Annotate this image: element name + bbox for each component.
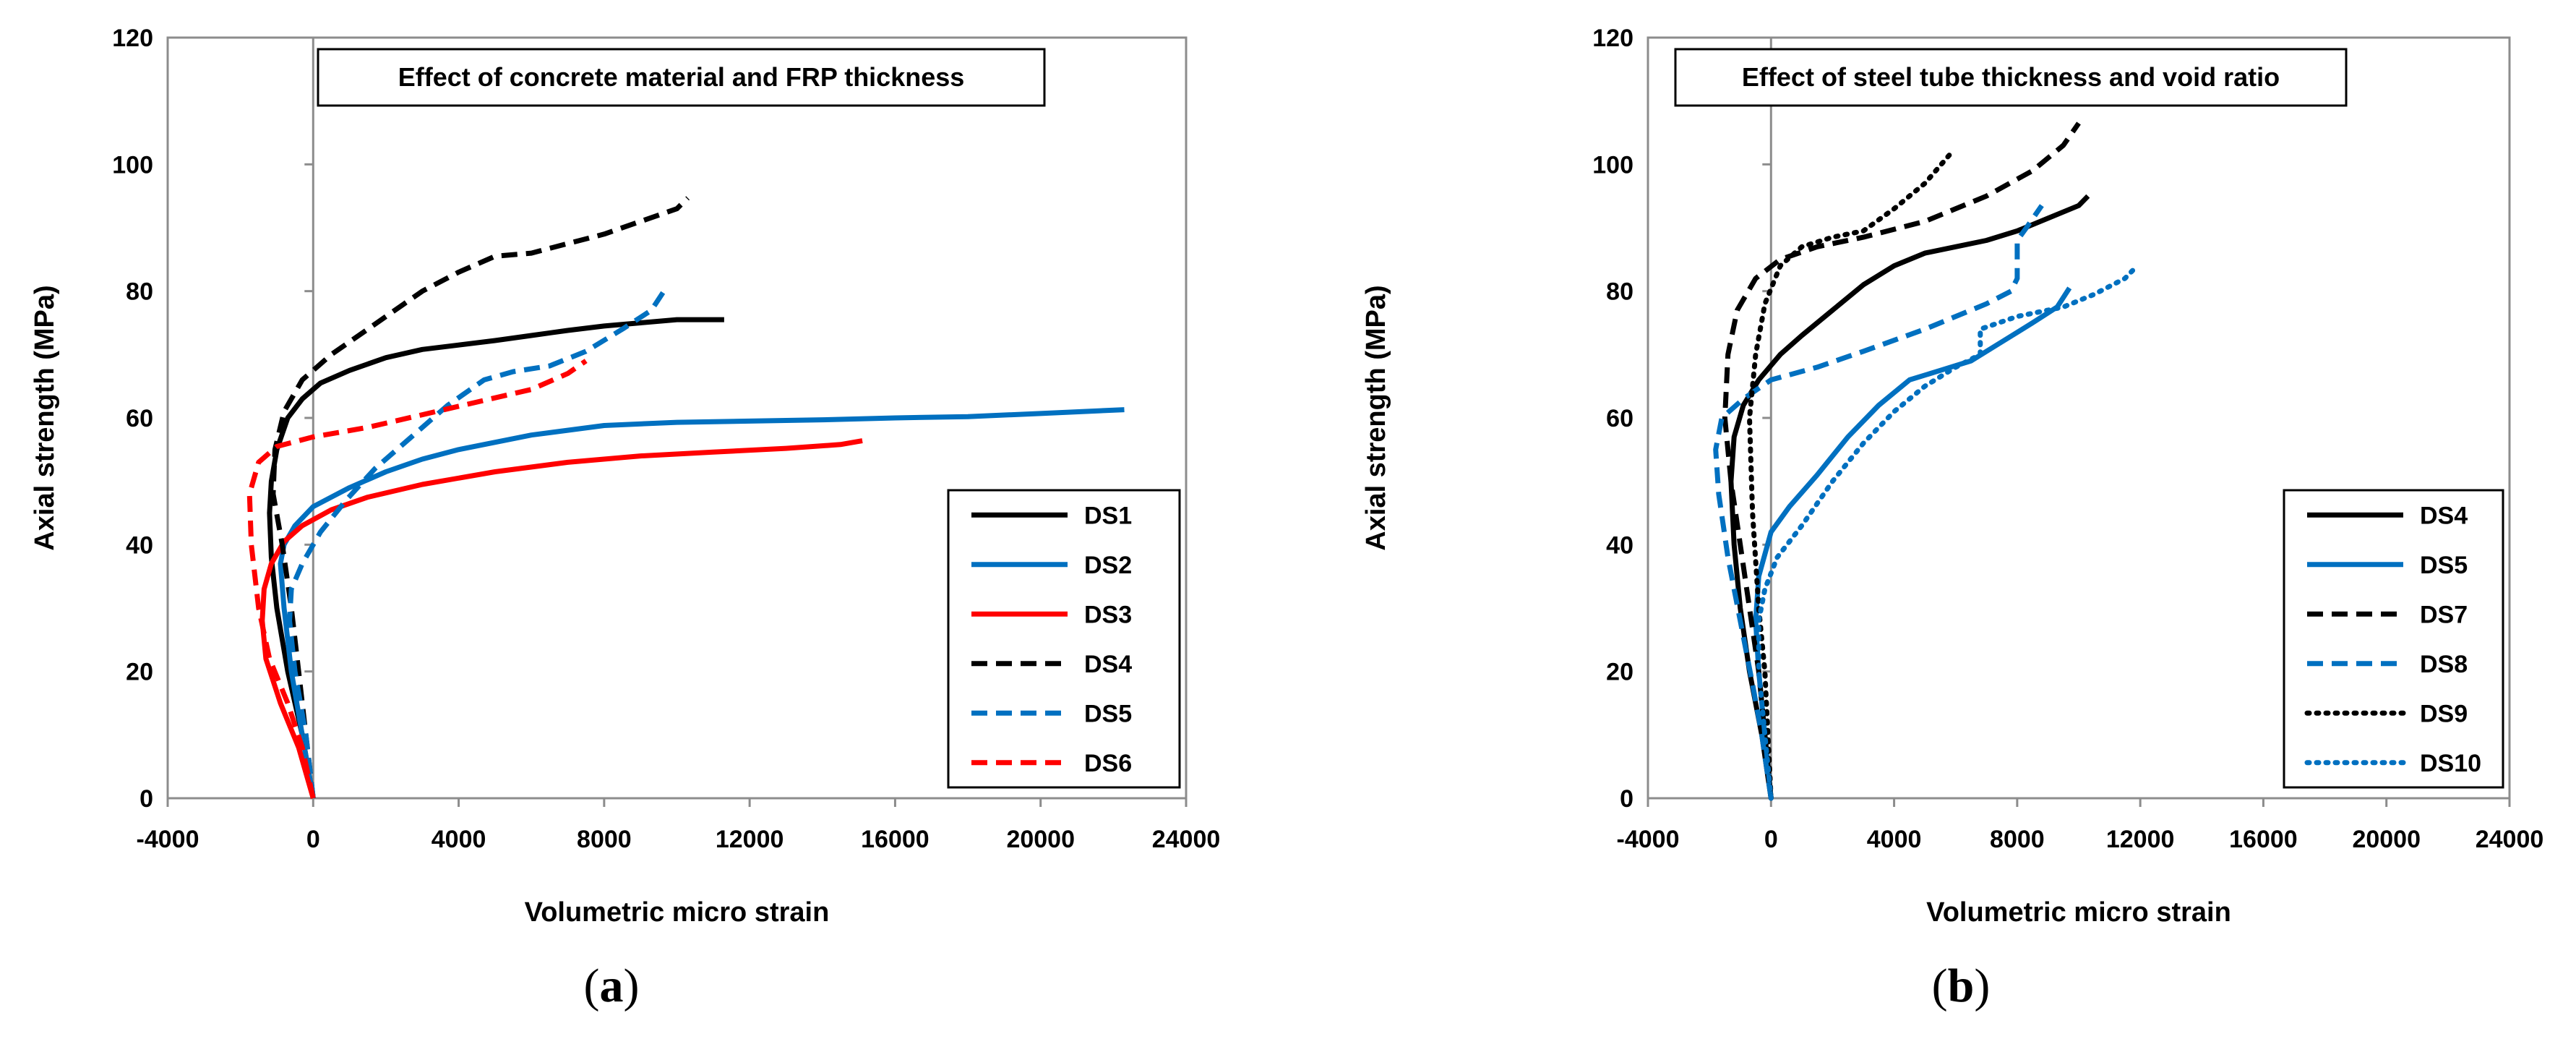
y-tick-label: 80 — [1606, 278, 1633, 306]
legend-label-ds3: DS3 — [1084, 601, 1132, 628]
x-tick-label: 0 — [1764, 826, 1778, 853]
legend-box — [947, 489, 1181, 789]
panel-label: (b) — [1932, 959, 1991, 1012]
legend-label-ds5: DS5 — [2420, 552, 2468, 579]
y-tick-label: 20 — [126, 659, 153, 686]
x-tick-label: 20000 — [1006, 826, 1075, 853]
chart-panel-a: 0 20 40 60 80 100 120 -4000 0 4000 8000 12000 16000 2… — [30, 25, 1220, 1012]
legend-label-ds2: DS2 — [1084, 552, 1132, 579]
legend-box — [2283, 489, 2504, 789]
x-tick-label: 24000 — [2476, 826, 2544, 853]
chart-title: Effect of steel tube thickness and void … — [1742, 62, 2280, 92]
legend-label-ds6: DS6 — [1084, 750, 1132, 777]
y-tick-label: 60 — [126, 405, 153, 432]
legend-label-ds5: DS5 — [1084, 700, 1132, 727]
x-tick-label: 0 — [306, 826, 320, 853]
legend-label-ds9: DS9 — [2420, 700, 2468, 727]
x-tick-label: 12000 — [716, 826, 784, 853]
series-line-ds3 — [259, 438, 863, 799]
x-tick-label: 4000 — [432, 826, 486, 853]
x-tick-label: 12000 — [2106, 826, 2175, 853]
legend-label-ds10: DS10 — [2420, 750, 2481, 777]
legend-label-ds4: DS4 — [1084, 651, 1132, 678]
plot-area-border — [166, 36, 1188, 800]
legend-label-ds4: DS4 — [2420, 502, 2468, 529]
x-tick-label: -4000 — [1617, 826, 1680, 853]
x-tick-label: 8000 — [1990, 826, 2045, 853]
series-line-ds9 — [1747, 152, 1952, 801]
series-line-ds5 — [287, 286, 669, 799]
y-tick-label: 120 — [1592, 25, 1633, 52]
series-line-ds6 — [246, 359, 588, 799]
legend-label-ds7: DS7 — [2420, 601, 2468, 628]
series-line-ds1 — [267, 317, 724, 799]
x-tick-label: 8000 — [577, 826, 632, 853]
x-tick-label: 4000 — [1867, 826, 1922, 853]
x-tick-label: 16000 — [2229, 826, 2298, 853]
x-tick-label: 20000 — [2352, 826, 2421, 853]
series-line-ds2 — [278, 407, 1125, 799]
chart-panel-b: 0 20 40 60 80 100 120 -4000 0 4000 8000 12000 16000 2… — [1361, 25, 2543, 1012]
y-tick-label: 100 — [1592, 151, 1633, 179]
chart-title-box — [1674, 48, 2348, 107]
series-line-ds4 — [270, 196, 690, 799]
plot-area-border — [1647, 36, 2511, 800]
panel-label: (a) — [584, 959, 640, 1012]
series-line-ds5 — [1753, 286, 2072, 799]
y-tick-label: 120 — [112, 25, 153, 52]
legend-label-ds8: DS8 — [2420, 651, 2468, 678]
series-line-ds10 — [1756, 263, 2140, 801]
x-tick-label: -4000 — [137, 826, 199, 853]
y-tick-label: 40 — [1606, 531, 1633, 559]
y-tick-label: 20 — [1606, 659, 1633, 686]
chart-title: Effect of concrete material and FRP thic… — [398, 62, 965, 92]
x-tick-label: 16000 — [861, 826, 929, 853]
series-line-ds7 — [1722, 121, 2081, 799]
series-line-ds8 — [1713, 204, 2044, 799]
y-tick-label: 40 — [126, 531, 153, 559]
x-tick-label: 24000 — [1152, 826, 1221, 853]
series-line-ds4 — [1728, 194, 2090, 799]
y-tick-label: 100 — [112, 151, 153, 179]
x-axis-title: Volumetric micro strain — [525, 897, 830, 928]
chart-title-box — [317, 48, 1046, 107]
x-axis-title: Volumetric micro strain — [1926, 897, 2231, 928]
y-tick-label: 80 — [126, 278, 153, 306]
y-tick-label: 0 — [139, 785, 153, 813]
y-axis-title: Axial strength (MPa) — [1361, 285, 1391, 550]
y-axis-title: Axial strength (MPa) — [30, 285, 60, 550]
y-tick-label: 0 — [1620, 785, 1633, 813]
y-tick-label: 60 — [1606, 405, 1633, 432]
legend-label-ds1: DS1 — [1084, 502, 1132, 529]
